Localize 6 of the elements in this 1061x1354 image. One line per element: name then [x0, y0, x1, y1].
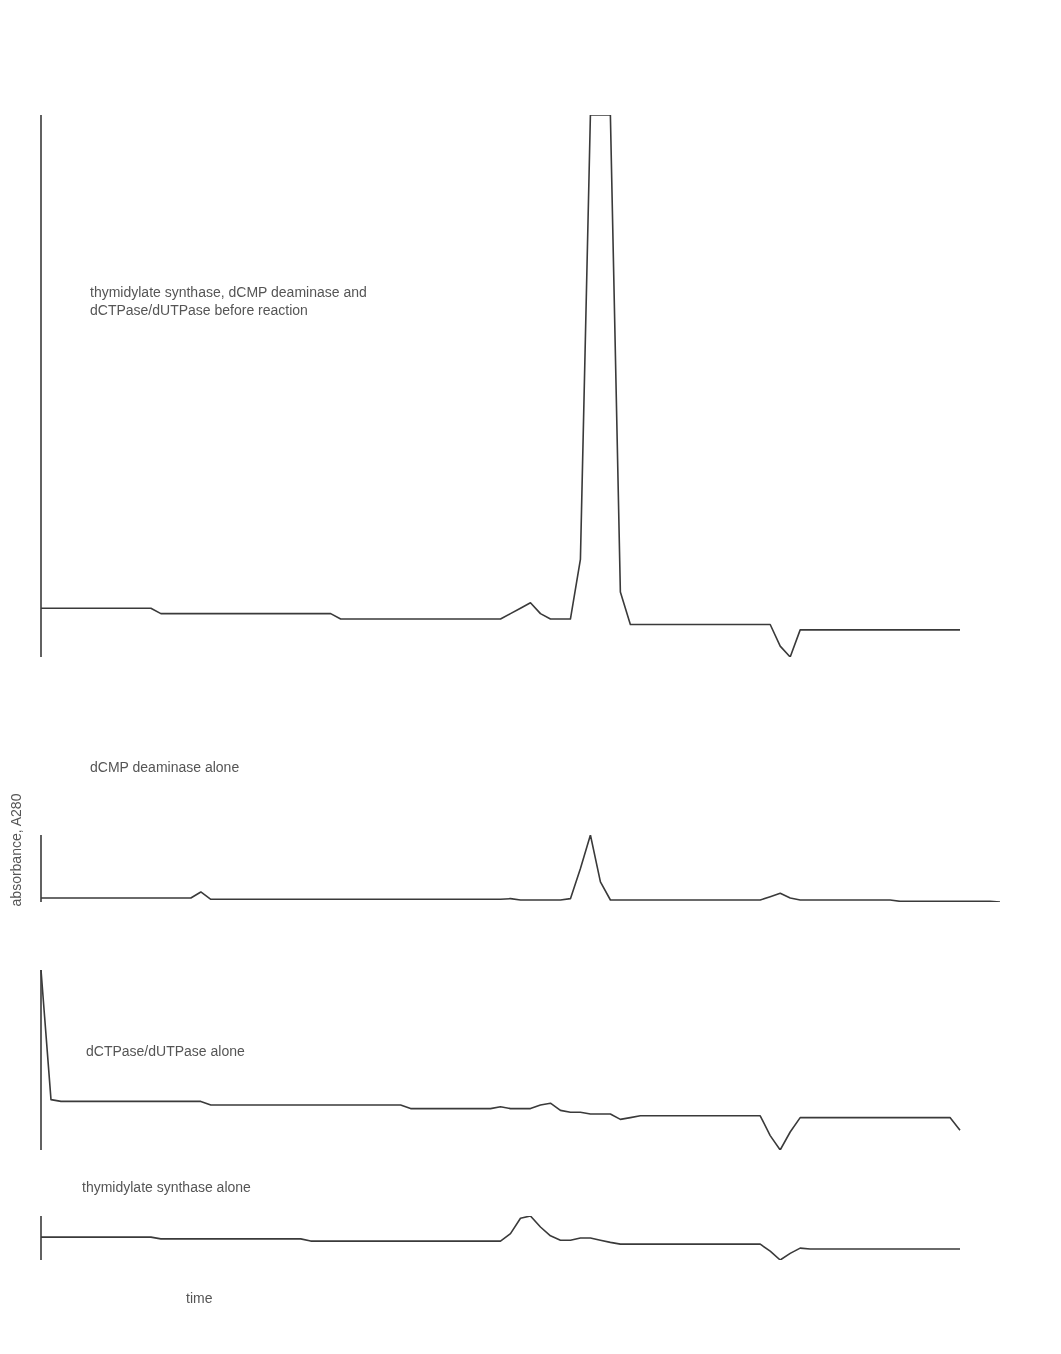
text: dCMP deaminase alone	[90, 758, 241, 776]
text: thymidylate synthase alone	[82, 1178, 252, 1196]
x-axis-title: time	[186, 1290, 213, 1306]
y-axis-title: absorbance, A280	[8, 793, 24, 907]
annotation: dCTPase/dUTPase alone	[86, 1042, 246, 1060]
annotation: thymidylate synthase, dCMP deaminase and dCTPase/dUTPase before reaction	[90, 283, 368, 319]
